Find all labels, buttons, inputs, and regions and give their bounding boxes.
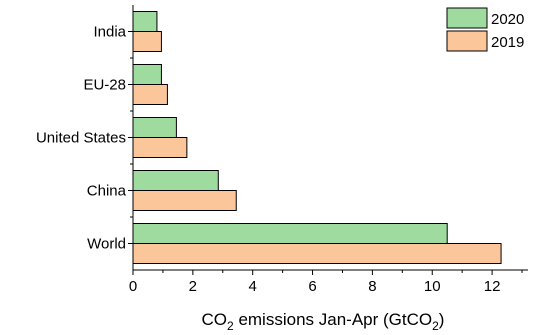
bar-2019-united-states bbox=[132, 137, 188, 158]
legend-swatch-2019 bbox=[446, 30, 488, 52]
bar-2020-india bbox=[132, 11, 158, 32]
x-tick-label: 6 bbox=[308, 278, 316, 295]
bar-2020-china bbox=[132, 170, 219, 191]
x-axis-title: CO2 emissions Jan-Apr (GtCO2) bbox=[202, 310, 445, 333]
bar-2020-united-states bbox=[132, 117, 177, 138]
y-tick-label: China bbox=[87, 183, 127, 200]
bar-2020-world bbox=[132, 223, 448, 244]
bars-layer bbox=[132, 11, 502, 264]
legend-label-2020: 2020 bbox=[491, 11, 524, 28]
x-tick-label: 8 bbox=[368, 278, 376, 295]
y-tick-label: United States bbox=[36, 130, 126, 147]
y-tick-label: India bbox=[93, 24, 126, 41]
x-tick-label: 10 bbox=[424, 278, 441, 295]
y-axis: World China United States EU-28 India bbox=[36, 24, 133, 253]
y-tick-label: EU-28 bbox=[83, 77, 126, 94]
x-tick-label: 4 bbox=[249, 278, 257, 295]
legend: 2020 2019 bbox=[446, 7, 524, 52]
bar-2020-eu-28 bbox=[132, 64, 162, 85]
bar-2019-india bbox=[132, 31, 162, 52]
legend-label-2019: 2019 bbox=[491, 34, 524, 51]
bar-2019-world bbox=[132, 243, 502, 264]
legend-swatch-2020 bbox=[446, 7, 488, 29]
x-tick-label: 12 bbox=[484, 278, 501, 295]
y-tick-label: World bbox=[87, 236, 126, 253]
bar-2019-eu-28 bbox=[132, 84, 168, 105]
x-tick-label: 2 bbox=[189, 278, 197, 295]
x-axis: 0 2 4 6 8 10 12 bbox=[129, 270, 523, 295]
x-tick-label: 0 bbox=[129, 278, 137, 295]
bar-2019-china bbox=[132, 190, 237, 211]
